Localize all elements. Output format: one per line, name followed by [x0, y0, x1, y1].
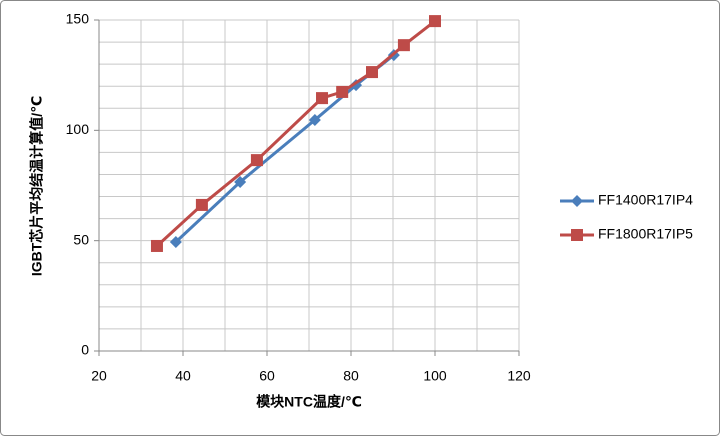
point	[336, 85, 349, 98]
y-axis-title: IGBT芯片平均结温计算值/℃	[29, 96, 45, 276]
y-tick-label: 50	[73, 231, 89, 247]
legend-label: FF1400R17IP4	[598, 192, 693, 208]
x-tick-label: 100	[423, 368, 447, 384]
point	[250, 154, 263, 167]
x-tick-label: 20	[91, 368, 107, 384]
x-tick-label: 60	[259, 368, 275, 384]
point	[397, 39, 410, 52]
point	[234, 175, 247, 188]
x-tick-label: 120	[507, 368, 531, 384]
point	[429, 15, 441, 28]
point	[169, 235, 182, 248]
x-tick-label: 40	[175, 368, 191, 384]
point	[571, 195, 583, 207]
y-tick-label: 100	[66, 121, 90, 137]
x-axis-title: 模块NTC温度/℃	[256, 394, 362, 410]
legend-label: FF1800R17IP5	[598, 226, 693, 242]
point	[150, 239, 163, 252]
point	[308, 113, 321, 126]
point	[316, 92, 329, 105]
point	[195, 198, 208, 211]
y-tick-label: 150	[66, 11, 90, 27]
x-tick-label: 80	[343, 368, 359, 384]
point	[571, 229, 583, 241]
y-tick-label: 0	[81, 342, 89, 358]
point	[366, 66, 378, 79]
